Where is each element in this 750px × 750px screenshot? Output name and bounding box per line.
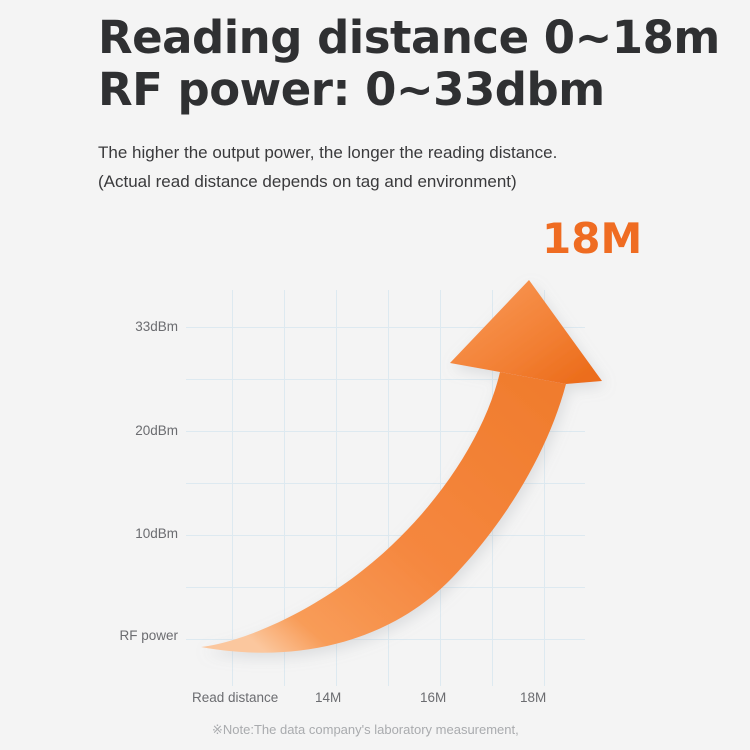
- page-title: Reading distance 0~18m RF power: 0~33dbm: [98, 11, 720, 116]
- subtitle-line-1: The higher the output power, the longer …: [98, 143, 558, 162]
- title-line-1: Reading distance 0~18m: [98, 11, 720, 64]
- chart-footnote: ※Note:The data company's laboratory meas…: [212, 722, 519, 737]
- y-tick-label: 20dBm: [135, 423, 178, 438]
- callout-18m-label: 18M: [542, 214, 643, 263]
- page-subtitle: The higher the output power, the longer …: [98, 138, 698, 196]
- x-tick-label: Read distance: [192, 690, 279, 705]
- y-tick-label: RF power: [119, 628, 178, 643]
- x-tick-label: 18M: [520, 690, 547, 705]
- x-tick-label: 16M: [420, 690, 447, 705]
- y-tick-label: 33dBm: [135, 319, 178, 334]
- y-tick-label: 10dBm: [135, 526, 178, 541]
- x-tick-label: 14M: [315, 690, 342, 705]
- subtitle-line-2: (Actual read distance depends on tag and…: [98, 172, 517, 191]
- title-line-2: RF power: 0~33dbm: [98, 63, 605, 116]
- rising-arrow-graphic: [201, 280, 602, 653]
